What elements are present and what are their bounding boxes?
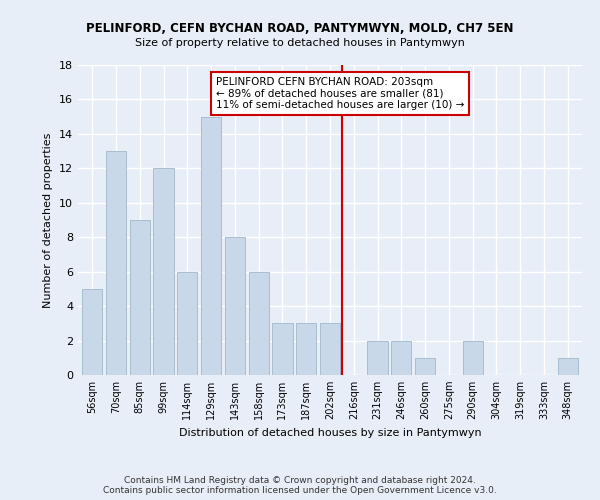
Bar	[248, 272, 269, 375]
Bar	[415, 358, 435, 375]
Bar	[557, 358, 578, 375]
Bar	[367, 340, 388, 375]
Bar	[130, 220, 150, 375]
Bar	[225, 237, 245, 375]
Text: Size of property relative to detached houses in Pantymwyn: Size of property relative to detached ho…	[135, 38, 465, 48]
Text: PELINFORD CEFN BYCHAN ROAD: 203sqm
← 89% of detached houses are smaller (81)
11%: PELINFORD CEFN BYCHAN ROAD: 203sqm ← 89%…	[216, 77, 464, 110]
X-axis label: Distribution of detached houses by size in Pantymwyn: Distribution of detached houses by size …	[179, 428, 481, 438]
Bar	[391, 340, 412, 375]
Text: PELINFORD, CEFN BYCHAN ROAD, PANTYMWYN, MOLD, CH7 5EN: PELINFORD, CEFN BYCHAN ROAD, PANTYMWYN, …	[86, 22, 514, 36]
Bar	[177, 272, 197, 375]
Y-axis label: Number of detached properties: Number of detached properties	[43, 132, 53, 308]
Bar	[106, 151, 126, 375]
Bar	[272, 324, 293, 375]
Bar	[463, 340, 483, 375]
Bar	[320, 324, 340, 375]
Bar	[296, 324, 316, 375]
Bar	[82, 289, 103, 375]
Bar	[154, 168, 173, 375]
Bar	[201, 116, 221, 375]
Text: Contains HM Land Registry data © Crown copyright and database right 2024.
Contai: Contains HM Land Registry data © Crown c…	[103, 476, 497, 495]
